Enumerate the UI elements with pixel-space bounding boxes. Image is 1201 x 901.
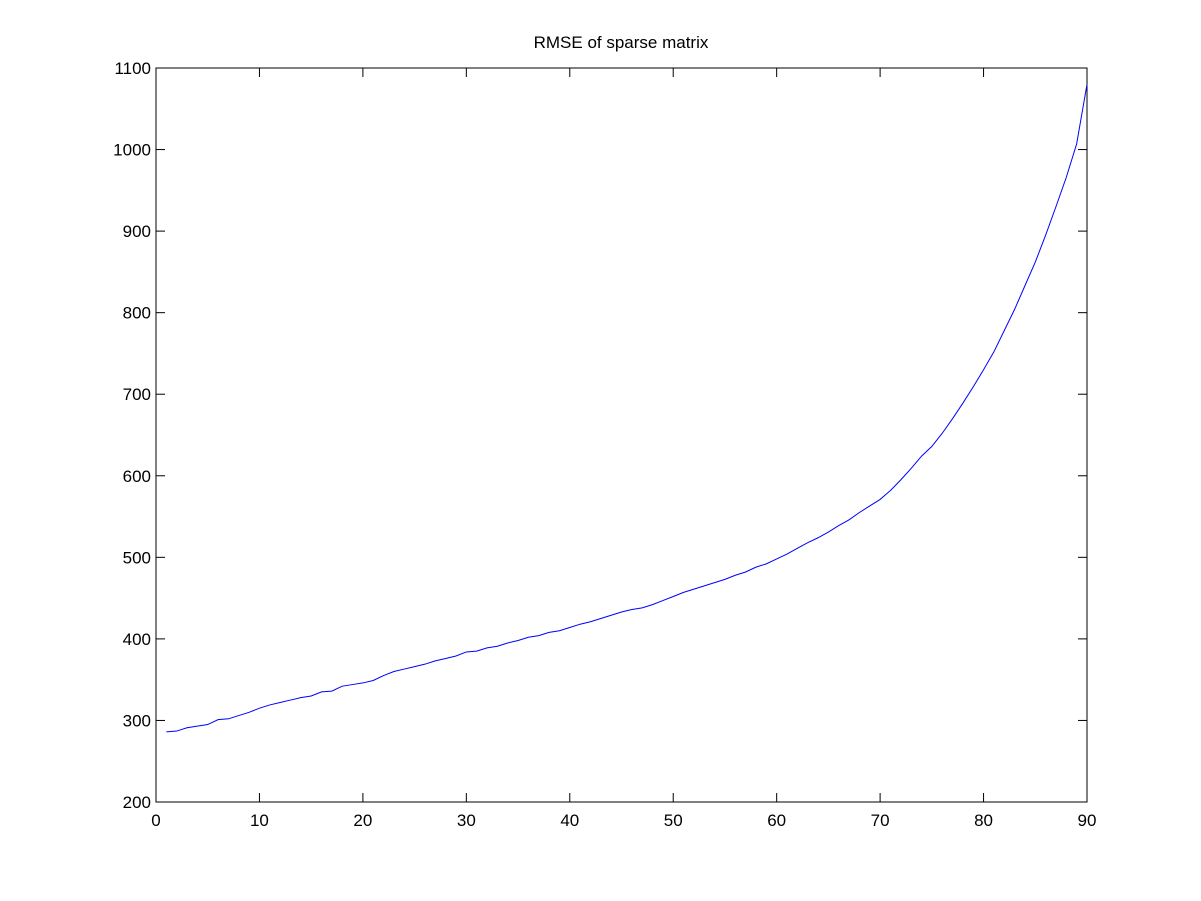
- x-tick-label: 90: [1078, 811, 1097, 830]
- x-tick-label: 40: [560, 811, 579, 830]
- series-layer: [166, 84, 1088, 733]
- y-tick-label: 900: [123, 222, 151, 241]
- x-tick-label: 80: [974, 811, 993, 830]
- series-line-0: [166, 84, 1088, 733]
- x-tick-label: 30: [457, 811, 476, 830]
- y-tick-label: 1100: [114, 59, 151, 78]
- y-tick-label: 1000: [113, 141, 151, 160]
- plot-area: [155, 67, 1088, 803]
- x-tick-label: 70: [871, 811, 890, 830]
- y-tick-label: 600: [123, 467, 151, 486]
- x-tick-label: 50: [664, 811, 683, 830]
- axes-ticks: 0 10 20 30 40 50 60 70 80 90 200 300 400 500 600 700 800…: [113, 59, 1096, 830]
- y-tick-label: 500: [123, 548, 151, 567]
- y-tick-label: 800: [123, 304, 151, 323]
- x-tick-label: 60: [767, 811, 786, 830]
- x-tick-label: 0: [151, 811, 160, 830]
- x-tick-label: 10: [250, 811, 269, 830]
- y-tick-label: 400: [123, 630, 151, 649]
- y-tick-label: 200: [123, 793, 151, 812]
- chart-title: RMSE of sparse matrix: [534, 33, 709, 52]
- x-tick-label: 20: [353, 811, 372, 830]
- y-tick-label: 700: [123, 385, 151, 404]
- y-tick-label: 300: [123, 711, 151, 730]
